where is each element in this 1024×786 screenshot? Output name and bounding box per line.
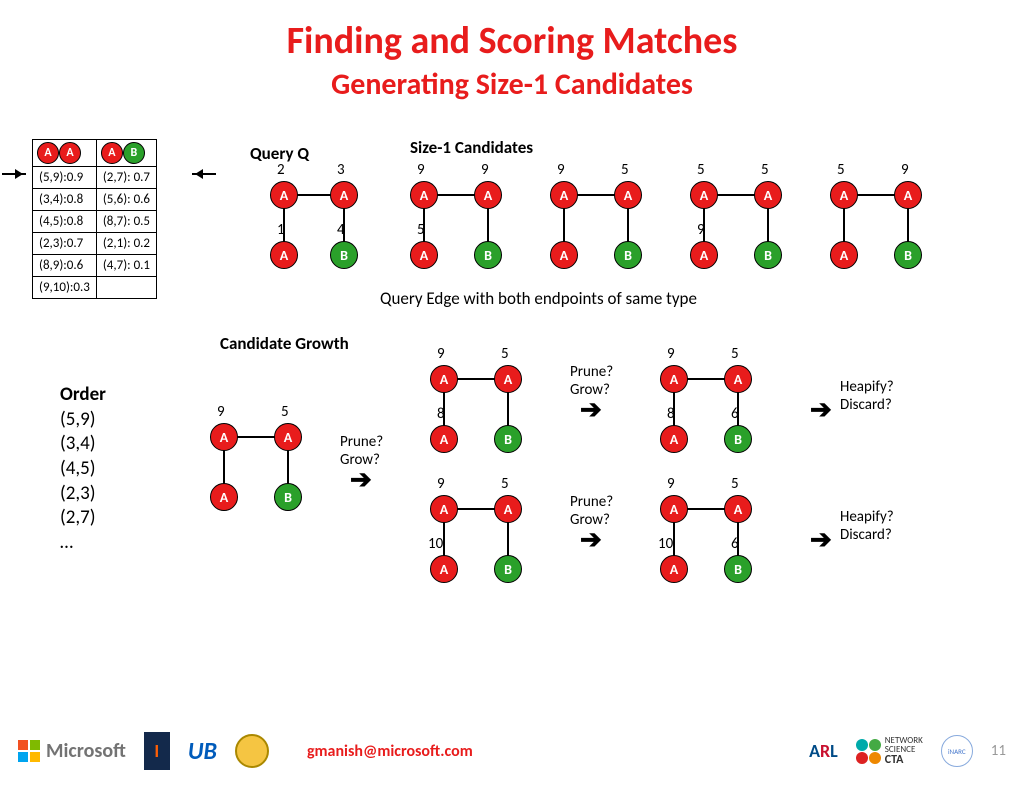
annotation: Prune? Grow? xyxy=(570,363,613,399)
edge-table: AA AB (5,9):0.9(2,7): 0.7 (3,4):0.8(5,6)… xyxy=(32,139,157,299)
mini-graph: A9 A9 A5 B xyxy=(410,181,510,281)
illinois-logo: I xyxy=(144,732,170,770)
annotation: Heapify? Discard? xyxy=(840,508,894,544)
seal-logo xyxy=(235,734,269,768)
page-number: 11 xyxy=(991,742,1006,760)
mini-graph: A5 A9 A B xyxy=(830,181,930,281)
arrow-left xyxy=(2,173,26,175)
cgrowth-label: Candidate Growth xyxy=(220,333,349,354)
inarc-logo: iNARC xyxy=(941,735,973,767)
table-header-aa: AA xyxy=(33,140,97,167)
middle-text: Query Edge with both endpoints of same t… xyxy=(380,288,697,309)
cta-logo: NETWORKSCIENCECTA xyxy=(856,736,923,766)
annotation: Prune? Grow? xyxy=(340,433,383,469)
annotation: Prune? Grow? xyxy=(570,493,613,529)
size1-label: Size-1 Candidates xyxy=(410,137,533,158)
mini-graph: A9 A5 A10 B6 xyxy=(660,495,760,595)
annotation: Heapify? Discard? xyxy=(840,378,894,414)
main-title: Finding and Scoring Matches xyxy=(0,18,1024,64)
arrow-right xyxy=(192,173,216,175)
query-graph: A2 A3 A1 B4 xyxy=(270,181,360,271)
mini-graph: A9 A5 A10 B xyxy=(430,495,530,595)
mini-graph: A9 A5 A8 B xyxy=(430,365,530,465)
arl-logo: ARL xyxy=(809,740,838,762)
arrow-icon: ➔ xyxy=(810,523,832,555)
table-header-ab: AB xyxy=(96,140,156,167)
microsoft-logo: Microsoft xyxy=(18,739,126,763)
email: gmanish@microsoft.com xyxy=(307,742,473,761)
mini-graph: A9 A5 A8 B6 xyxy=(660,365,760,465)
mini-graph: A9 A5 A B xyxy=(210,423,310,523)
order-list: Order (5,9) (3,4) (4,5) (2,3) (2,7) … xyxy=(60,383,106,556)
footer: Microsoft I UB gmanish@microsoft.com ARL… xyxy=(0,728,1024,774)
ub-logo: UB xyxy=(188,737,217,766)
mini-graph: A9 A5 A B xyxy=(550,181,650,281)
mini-graph: A5 A5 A9 B xyxy=(690,181,790,281)
subtitle: Generating Size-1 Candidates xyxy=(0,66,1024,103)
arrow-icon: ➔ xyxy=(810,393,832,425)
content-area: AA AB (5,9):0.9(2,7): 0.7 (3,4):0.8(5,6)… xyxy=(0,103,1024,663)
